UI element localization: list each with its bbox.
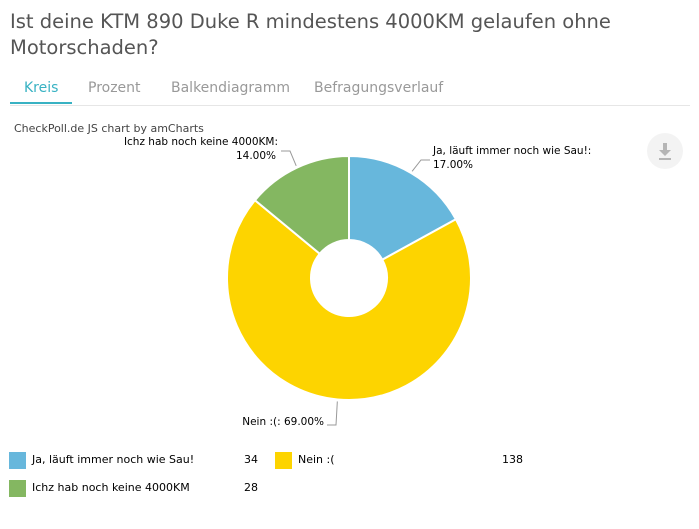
tab-befragungsverlauf[interactable]: Befragungsverlauf (314, 80, 444, 96)
legend-value: 28 (244, 481, 258, 494)
chart-credit-link[interactable]: CheckPoll.de JS chart by amCharts (14, 122, 204, 135)
pie-slice-1[interactable] (226, 198, 472, 401)
legend-label: Ja, läuft immer noch wie Sau! (32, 453, 195, 466)
legend-label: Nein :( (298, 453, 335, 466)
page-title: Ist deine KTM 890 Duke R mindestens 4000… (10, 10, 611, 59)
legend-swatch (9, 480, 26, 497)
slice-label-0: Ja, läuft immer noch wie Sau!: 17.00% (432, 145, 591, 171)
tab-kreis[interactable]: Kreis (10, 80, 73, 104)
slice-label-1: Nein :(: 69.00% (242, 416, 324, 428)
tab-prozent[interactable]: Prozent (88, 80, 141, 96)
export-button[interactable] (647, 133, 683, 169)
label-leader-line (411, 159, 430, 172)
legend-swatch (275, 452, 292, 469)
legend-value: 34 (244, 453, 258, 466)
legend-swatch (9, 452, 26, 469)
tab-balkendiagramm[interactable]: Balkendiagramm (171, 80, 291, 96)
pie-slice-2[interactable] (253, 154, 350, 256)
tab-bar: Kreis Prozent Balkendiagramm Befragungsv… (10, 78, 690, 106)
legend-value: 138 (502, 453, 523, 466)
slice-label-2: Ichz hab noch keine 4000KM: 14.00% (124, 136, 278, 162)
label-leader-line (327, 401, 338, 426)
download-icon (659, 143, 671, 160)
legend-label: Ichz hab noch keine 4000KM (32, 481, 190, 494)
label-leader-line (281, 150, 297, 166)
